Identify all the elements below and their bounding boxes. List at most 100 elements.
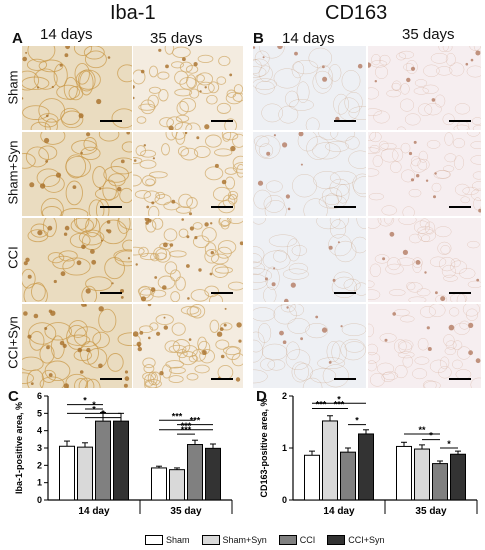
cell-outline: [394, 365, 408, 379]
cell-outline: [253, 246, 265, 264]
cell-outline: [68, 320, 88, 338]
cell-outline: [356, 218, 366, 229]
stained-cell: [127, 257, 131, 260]
stained-cell: [23, 261, 28, 266]
cell-outline: [467, 132, 480, 137]
cell-outline: [170, 291, 181, 302]
cell-outline: [442, 46, 453, 52]
cell-outline: [352, 173, 366, 195]
stained-cell: [152, 157, 155, 160]
row-label-sham: Sham: [5, 70, 21, 105]
cell-outline: [273, 68, 301, 89]
cell-outline: [393, 339, 407, 354]
significance-label: ***: [190, 416, 201, 426]
cell-outline: [168, 375, 184, 384]
cell-outline: [186, 74, 197, 89]
cell-outline: [30, 223, 49, 238]
cell-outline: [215, 339, 230, 350]
cell-outline: [227, 190, 239, 200]
cell-outline: [317, 357, 346, 370]
cell-outline: [22, 356, 44, 372]
stained-cell: [219, 327, 224, 331]
row-label-sham-syn: Sham+Syn: [5, 140, 21, 205]
cell-outline: [331, 340, 347, 364]
cell-outline: [171, 61, 184, 69]
cell-outline: [175, 114, 190, 123]
cell-outline: [370, 60, 388, 68]
cell-outline: [174, 122, 193, 130]
cell-outline: [28, 322, 57, 345]
cell-outline: [473, 197, 481, 211]
cell-outline: [95, 199, 110, 216]
cell-outline: [65, 373, 89, 388]
stained-cell: [156, 331, 161, 336]
cell-outline: [303, 198, 328, 216]
tissue-texture: [22, 132, 132, 216]
stained-cell: [286, 306, 289, 309]
stained-cell: [374, 80, 377, 83]
stained-cell: [90, 249, 95, 254]
cell-outline: [305, 323, 329, 339]
cell-outline: [377, 218, 395, 227]
tissue-texture: [253, 218, 366, 302]
stained-cell: [36, 86, 40, 89]
micrograph-tile: [253, 132, 366, 216]
cell-outline: [86, 348, 108, 369]
y-tick-label: 4: [37, 426, 42, 436]
cell-outline: [444, 347, 456, 356]
stained-cell: [137, 346, 142, 352]
cell-outline: [182, 345, 198, 358]
significance-label: ***: [181, 425, 192, 435]
stained-cell: [45, 160, 48, 163]
micrograph-tile: [368, 304, 481, 388]
y-tick-label: 1: [37, 478, 42, 488]
bar: [304, 454, 320, 501]
stained-cell: [46, 114, 49, 118]
cell-outline: [253, 59, 262, 75]
cell-outline: [26, 369, 45, 388]
cell-outline: [134, 190, 152, 199]
stained-cell: [448, 324, 455, 331]
cell-outline: [444, 153, 457, 163]
cell-outline: [117, 332, 132, 347]
legend-swatch: [278, 535, 297, 545]
stained-cell: [163, 316, 166, 319]
cell-outline: [288, 262, 308, 275]
stained-cell: [63, 383, 69, 388]
stained-cell: [186, 264, 190, 268]
stained-cell: [284, 298, 289, 302]
cell-outline: [196, 72, 214, 86]
cell-outline: [150, 289, 167, 298]
bar: [59, 445, 75, 501]
cell-outline: [280, 304, 296, 313]
stained-cell: [238, 339, 242, 343]
bar: [322, 420, 338, 501]
bar: [358, 433, 374, 501]
cell-outline: [121, 141, 132, 153]
row-label-cci: CCI: [5, 246, 21, 269]
cell-outline: [325, 141, 350, 152]
cell-outline: [253, 369, 268, 384]
stained-cell: [434, 172, 437, 175]
cell-outline: [227, 281, 243, 291]
cell-outline: [354, 282, 366, 296]
stained-cell: [76, 260, 82, 266]
cell-outline: [133, 69, 146, 85]
cell-outline: [145, 178, 156, 186]
cell-outline: [232, 133, 243, 148]
cell-outline: [449, 293, 468, 302]
cell-outline: [391, 80, 402, 92]
cell-outline: [402, 206, 415, 216]
cell-outline: [29, 331, 45, 351]
cell-outline: [136, 116, 147, 124]
cell-outline: [305, 117, 320, 130]
stained-cell: [210, 222, 213, 225]
cell-outline: [61, 110, 84, 129]
cell-outline: [164, 340, 181, 353]
significance-label: ***: [334, 399, 345, 409]
stained-cell: [64, 53, 69, 58]
stained-cell: [465, 62, 469, 66]
cell-outline: [197, 336, 207, 351]
cell-outline: [462, 186, 479, 195]
cell-outline: [119, 187, 132, 204]
